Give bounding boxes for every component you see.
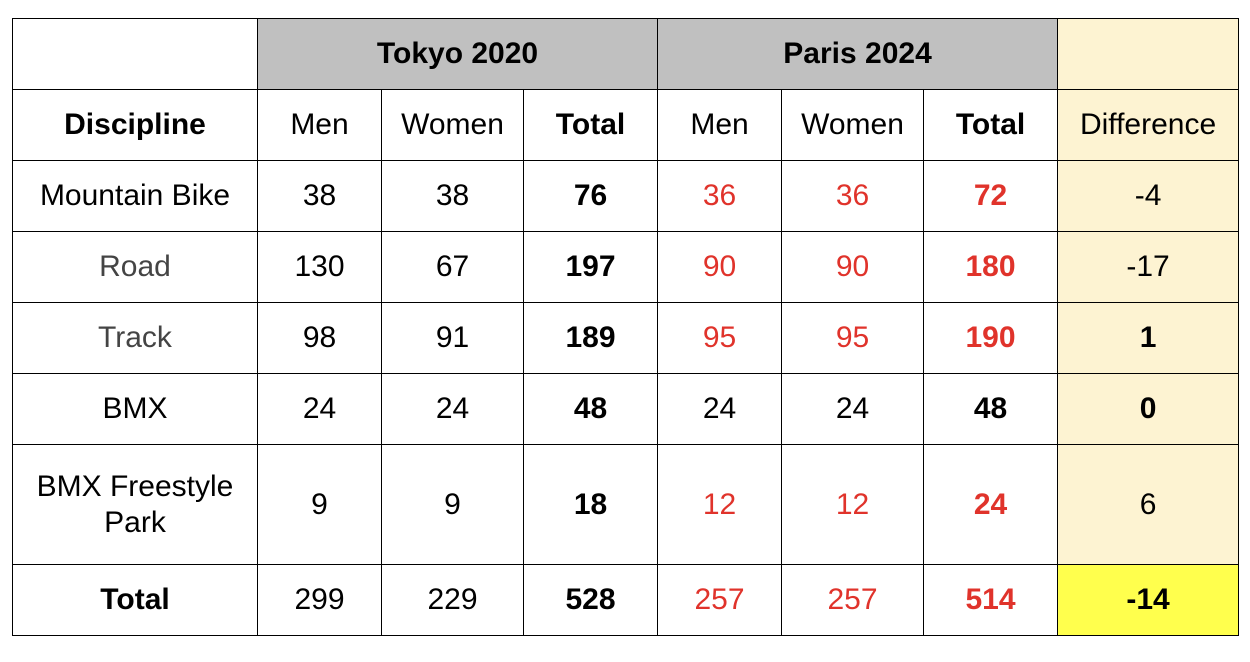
tokyo-2020-header: Tokyo 2020 (256, 18, 659, 90)
discipline-column-header: Discipline (12, 89, 258, 161)
paris-total-cell: 72 (923, 160, 1059, 232)
tokyo-women-cell: 91 (381, 302, 524, 374)
paris-men-cell: 36 (657, 160, 783, 232)
table-row: Track 98 91 189 95 95 190 1 (12, 302, 1240, 374)
discipline-cell: Track (12, 302, 258, 374)
tokyo-grand-total: 528 (522, 564, 659, 636)
paris-women-cell: 36 (781, 160, 925, 232)
total-row: Total 299 229 528 257 257 514 -14 (12, 564, 1240, 636)
column-header-row: Discipline Men Women Total Men Women Tot… (12, 89, 1240, 161)
paris-total-header: Total (923, 89, 1059, 161)
paris-total-cell: 190 (923, 302, 1059, 374)
table-row: Mountain Bike 38 38 76 36 36 72 -4 (12, 160, 1240, 232)
paris-grand-total: 514 (923, 564, 1059, 636)
paris-2024-header: Paris 2024 (657, 18, 1059, 90)
tokyo-women-cell: 24 (381, 373, 524, 445)
tokyo-men-cell: 24 (257, 373, 382, 445)
paris-women-cell: 12 (781, 444, 925, 565)
paris-women-header: Women (781, 89, 925, 161)
tokyo-men-cell: 130 (257, 231, 382, 303)
tokyo-women-header: Women (381, 89, 524, 161)
tokyo-women-cell: 67 (381, 231, 524, 303)
tokyo-men-cell: 38 (257, 160, 382, 232)
paris-women-cell: 90 (781, 231, 925, 303)
tokyo-men-header: Men (257, 89, 382, 161)
discipline-line: Park (104, 505, 166, 539)
difference-column-header: Difference (1057, 89, 1240, 161)
tokyo-total-cell: 76 (522, 160, 659, 232)
tokyo-total-cell: 189 (522, 302, 659, 374)
comparison-table-wrapper: Tokyo 2020 Paris 2024 Discipline Men Wom… (12, 18, 1240, 636)
difference-cell: 6 (1057, 444, 1240, 565)
tokyo-men-total: 299 (257, 564, 382, 636)
difference-cell: -4 (1057, 160, 1240, 232)
total-label: Total (12, 564, 258, 636)
paris-men-cell: 12 (657, 444, 783, 565)
discipline-cell: Road (12, 231, 258, 303)
group-header-row: Tokyo 2020 Paris 2024 (12, 18, 1240, 90)
table-row: BMX 24 24 48 24 24 48 0 (12, 373, 1240, 445)
discipline-cell: Mountain Bike (12, 160, 258, 232)
table-row: Road 130 67 197 90 90 180 -17 (12, 231, 1240, 303)
tokyo-total-cell: 197 (522, 231, 659, 303)
tokyo-total-cell: 18 (522, 444, 659, 565)
tokyo-women-cell: 38 (381, 160, 524, 232)
paris-total-cell: 24 (923, 444, 1059, 565)
paris-women-cell: 24 (781, 373, 925, 445)
paris-men-cell: 24 (657, 373, 783, 445)
discipline-cell: BMX Freestyle Park (12, 444, 258, 565)
table-row: BMX Freestyle Park 9 9 18 12 12 24 6 (12, 444, 1240, 565)
difference-cell: -17 (1057, 231, 1240, 303)
difference-header-blank (1057, 18, 1240, 90)
tokyo-men-cell: 98 (257, 302, 382, 374)
paris-men-total: 257 (657, 564, 783, 636)
paris-women-total: 257 (781, 564, 925, 636)
paris-women-cell: 95 (781, 302, 925, 374)
difference-grand-total: -14 (1057, 564, 1240, 636)
tokyo-women-total: 229 (381, 564, 524, 636)
header-blank-cell (12, 18, 258, 90)
cycling-quota-comparison-table: Tokyo 2020 Paris 2024 Discipline Men Wom… (12, 18, 1240, 636)
tokyo-total-header: Total (522, 89, 659, 161)
paris-men-cell: 95 (657, 302, 783, 374)
difference-cell: 0 (1057, 373, 1240, 445)
paris-men-header: Men (657, 89, 783, 161)
tokyo-women-cell: 9 (381, 444, 524, 565)
tokyo-total-cell: 48 (522, 373, 659, 445)
paris-total-cell: 48 (923, 373, 1059, 445)
discipline-line: BMX Freestyle (36, 469, 234, 503)
discipline-cell: BMX (12, 373, 258, 445)
paris-total-cell: 180 (923, 231, 1059, 303)
paris-men-cell: 90 (657, 231, 783, 303)
difference-cell: 1 (1057, 302, 1240, 374)
tokyo-men-cell: 9 (257, 444, 382, 565)
